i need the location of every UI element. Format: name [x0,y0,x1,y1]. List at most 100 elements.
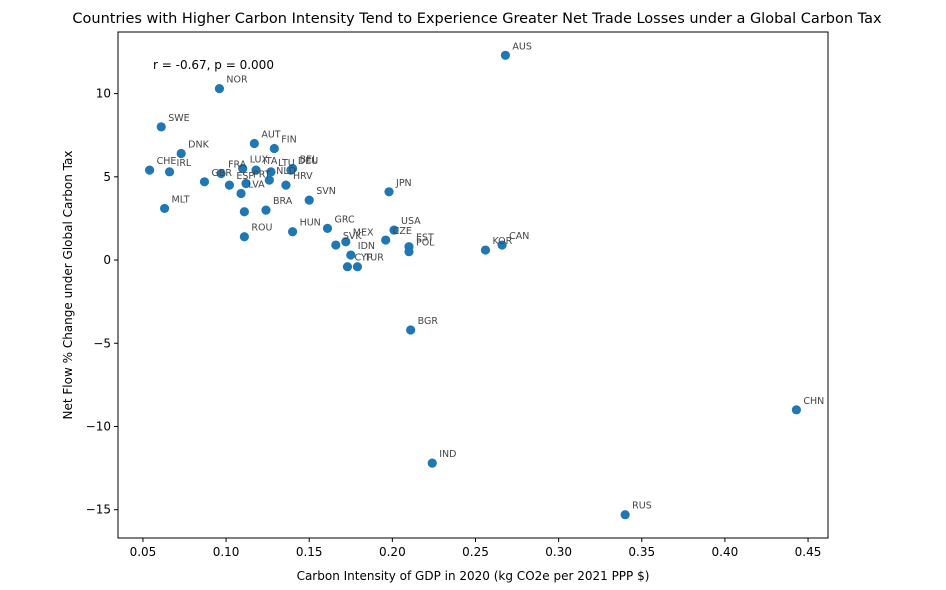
point-label: GBR [211,168,232,179]
point-label: LTU [278,158,295,169]
data-point [239,207,249,217]
point-label: IDN [358,241,375,252]
data-point [224,180,235,190]
y-axis-label: Net Flow % Change under Global Carbon Ta… [61,151,75,420]
point-label: FIN [281,135,296,146]
data-point [286,165,296,175]
point-label: BEL [300,154,319,165]
data-point [480,245,491,255]
y-tick-label: 5 [103,170,111,184]
data-point [164,167,175,177]
point-label: AUT [261,130,280,141]
data-point [249,138,259,149]
point-label: PRT [253,169,271,180]
point-label: SVK [343,231,363,242]
point-label: LUX [250,154,269,165]
data-point [266,167,276,177]
y-tick-label: −15 [86,503,111,517]
y-tick-label: −10 [86,419,111,433]
data-point [500,50,511,60]
point-label: SWE [168,113,189,124]
x-tick-label: 0.15 [296,545,323,559]
data-point [281,180,291,190]
x-tick-label: 0.10 [213,545,240,559]
data-point [346,250,356,260]
point-label: HRV [293,171,313,182]
data-point [342,262,353,272]
data-point [287,227,298,237]
data-point [239,232,249,242]
data-point [497,240,507,250]
point-label: ITA [263,156,278,167]
data-point [214,83,225,94]
point-label: CAN [509,231,529,242]
x-axis-ticks: 0.05 0.10 0.15 0.20 0.25 0.30 0.35 0.40 0.45 [130,538,822,559]
x-tick-label: 0.05 [130,545,157,559]
point-label: CZE [393,226,412,237]
point-label: MEX [353,228,374,239]
correlation-annotation: r = -0.67, p = 0.000 [153,58,274,72]
y-tick-label: −5 [93,336,111,350]
data-point [384,187,394,197]
data-point [304,195,314,205]
data-point [216,168,226,179]
chart-title: Countries with Higher Carbon Intensity T… [72,11,882,27]
x-tick-label: 0.45 [795,545,822,559]
plot-area-frame [117,31,829,539]
data-point [381,235,391,245]
point-label: NOR [226,75,248,86]
y-tick-label: 0 [103,253,111,267]
x-tick-label: 0.40 [712,545,739,559]
data-point [404,247,414,257]
y-tick-label: 10 [96,87,111,101]
point-label: LVA [248,179,265,190]
point-label: ESP [236,171,254,182]
x-tick-label: 0.20 [379,545,406,559]
data-point [144,165,155,175]
y-axis-ticks: −15 −10 −5 0 5 10 [86,87,118,517]
data-point [389,225,399,235]
data-point [236,188,246,199]
x-tick-label: 0.35 [628,545,655,559]
point-label: HUN [300,218,321,229]
data-point [427,458,437,468]
point-label: GRC [335,214,355,225]
data-point [791,405,802,415]
point-label: BRA [273,196,293,207]
point-label: RUS [632,501,652,512]
point-label: ROU [251,223,272,234]
x-axis-label: Carbon Intensity of GDP in 2020 (kg CO2e… [297,569,650,583]
point-label: IRL [177,158,192,169]
data-point [238,163,248,174]
point-label: AUS [512,41,531,52]
point-label: DEU [298,156,318,167]
x-tick-label: 0.30 [545,545,572,559]
data-point [156,122,166,132]
point-label: FRA [228,159,247,170]
point-label: NLD [276,166,296,177]
x-tick-label: 0.25 [462,545,489,559]
data-point [264,175,274,185]
point-label: CHE [157,156,177,167]
point-label: CYP [354,253,372,264]
point-label: CHN [803,396,824,407]
point-label: USA [401,216,421,227]
point-label: POL [416,238,435,249]
data-point [159,203,170,214]
point-label: SVN [316,186,336,197]
point-label: BGR [418,316,439,327]
point-label: DNK [188,140,209,151]
data-point [241,178,251,189]
point-label: JPN [395,178,412,189]
data-point [251,165,261,175]
data-point [261,205,271,215]
data-point [269,143,279,154]
data-point [199,177,210,187]
data-point [352,262,363,272]
point-label: IND [439,449,456,460]
point-label: KOR [492,236,512,247]
data-point [176,148,186,159]
